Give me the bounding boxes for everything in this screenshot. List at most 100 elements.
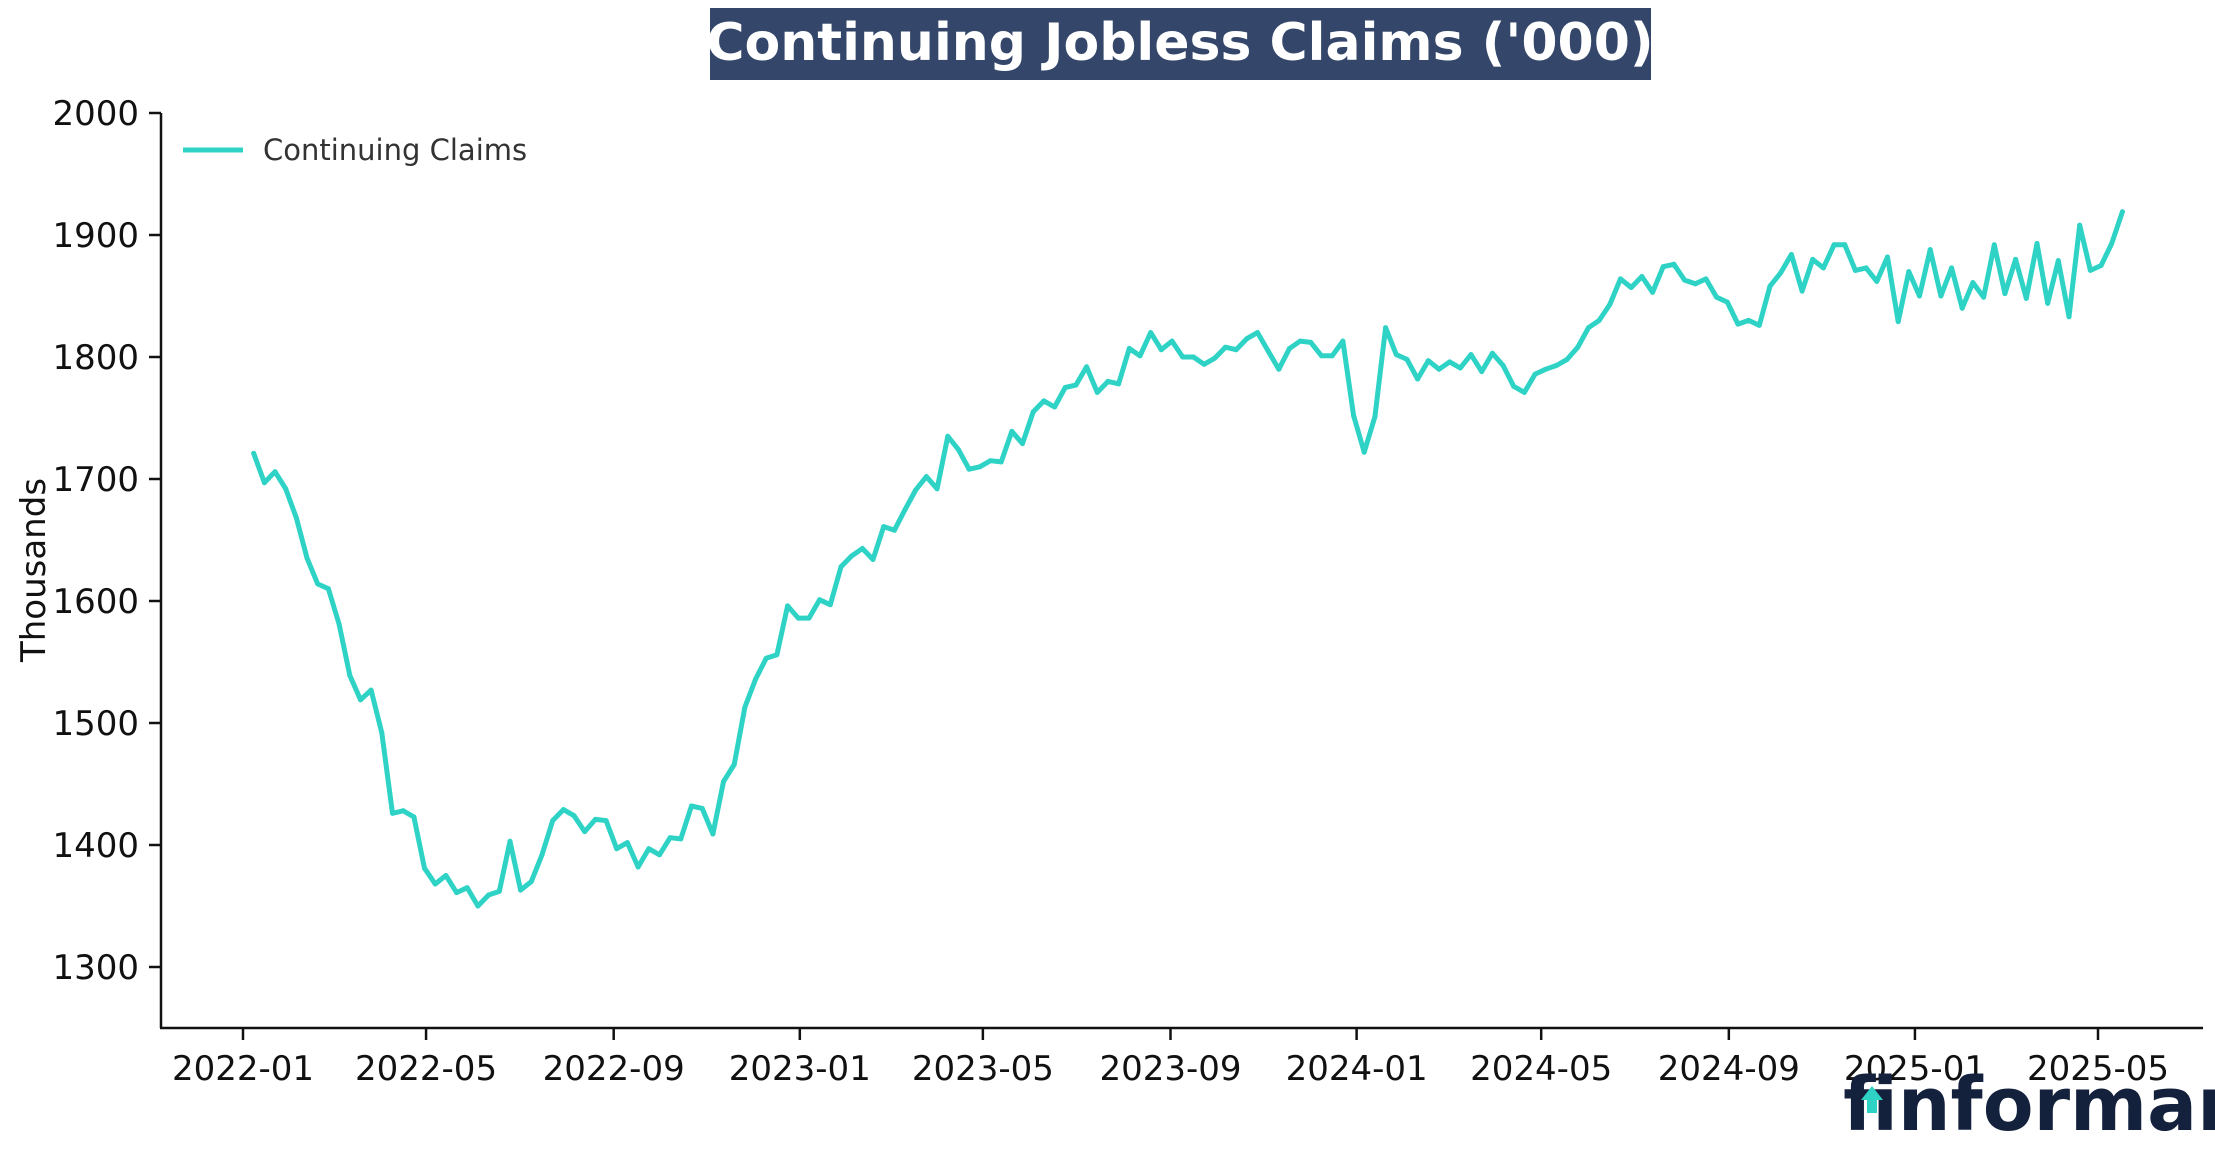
data-point bbox=[347, 672, 353, 678]
x-tick-label: 2023-05 bbox=[912, 1049, 1054, 1089]
data-point bbox=[721, 779, 726, 785]
y-tick-label: 1500 bbox=[52, 704, 139, 744]
data-point bbox=[699, 805, 705, 811]
data-point bbox=[1468, 352, 1474, 358]
data-point bbox=[774, 652, 780, 658]
data-point bbox=[1479, 369, 1485, 375]
data-point bbox=[1981, 294, 1987, 300]
data-point bbox=[2087, 267, 2093, 273]
data-point bbox=[1927, 247, 1933, 253]
data-point bbox=[1714, 294, 1720, 300]
chart-title-text: Continuing Jobless Claims ('000) bbox=[706, 13, 1653, 73]
data-point bbox=[1692, 281, 1698, 287]
data-point bbox=[1361, 449, 1367, 455]
finformant-logo: finformant bbox=[1843, 1062, 2215, 1148]
data-point bbox=[1393, 352, 1399, 358]
data-point bbox=[624, 840, 630, 846]
data-point bbox=[1073, 382, 1079, 388]
data-point bbox=[2119, 209, 2125, 215]
data-point bbox=[1094, 389, 1100, 395]
x-tick-label: 2024-09 bbox=[1658, 1049, 1800, 1089]
data-point bbox=[1842, 242, 1848, 248]
data-point bbox=[902, 507, 908, 512]
data-point bbox=[795, 615, 801, 621]
data-point bbox=[2023, 295, 2029, 301]
data-point bbox=[753, 676, 759, 682]
data-point bbox=[966, 466, 972, 472]
data-point bbox=[1863, 265, 1869, 271]
data-point bbox=[358, 697, 363, 703]
data-point bbox=[411, 814, 417, 820]
x-tick-label: 2024-01 bbox=[1286, 1049, 1428, 1089]
data-point bbox=[1457, 365, 1463, 371]
x-tick-label: 2022-01 bbox=[172, 1049, 314, 1089]
data-point bbox=[2055, 258, 2061, 264]
data-point bbox=[507, 838, 513, 844]
data-point bbox=[272, 469, 278, 475]
data-point bbox=[2066, 314, 2072, 320]
x-tick-label: 2025-01 bbox=[1844, 1049, 1986, 1089]
data-point bbox=[1084, 364, 1090, 370]
data-point bbox=[1735, 321, 1741, 327]
x-tick-label: 2022-09 bbox=[543, 1049, 685, 1089]
data-point bbox=[2109, 241, 2115, 246]
data-point bbox=[1767, 283, 1773, 289]
data-point bbox=[1436, 366, 1442, 372]
data-point bbox=[913, 487, 919, 493]
data-point bbox=[614, 846, 620, 852]
x-tick-label: 2022-05 bbox=[355, 1049, 497, 1089]
x-tick-label: 2023-09 bbox=[1099, 1049, 1241, 1089]
data-point bbox=[1489, 350, 1495, 356]
data-point bbox=[1222, 344, 1228, 350]
data-point bbox=[1212, 355, 1218, 361]
data-point bbox=[689, 803, 694, 809]
data-point bbox=[1949, 265, 1955, 271]
data-point bbox=[571, 813, 577, 819]
data-point bbox=[1340, 338, 1346, 344]
data-point bbox=[1521, 389, 1527, 395]
data-point bbox=[464, 885, 470, 891]
data-point bbox=[1500, 363, 1506, 368]
data-point bbox=[325, 586, 331, 592]
data-point bbox=[336, 621, 342, 627]
data-point bbox=[1553, 363, 1559, 368]
data-point bbox=[1564, 356, 1570, 362]
data-point bbox=[657, 852, 662, 858]
data-point bbox=[1126, 346, 1132, 351]
data-point bbox=[998, 459, 1004, 465]
y-tick-label: 1400 bbox=[52, 826, 139, 866]
data-point bbox=[988, 458, 993, 464]
data-point bbox=[635, 864, 641, 870]
series-layer bbox=[251, 209, 2125, 909]
data-point bbox=[1831, 242, 1837, 248]
data-point bbox=[1404, 356, 1410, 362]
x-ticks: 2022-01 2022-05 2022-09 2023-01 2023-05 2023-… bbox=[172, 1028, 2169, 1089]
data-point bbox=[849, 553, 855, 559]
data-point bbox=[1297, 338, 1303, 344]
data-point bbox=[881, 524, 887, 530]
data-point bbox=[1415, 376, 1421, 382]
data-point bbox=[1511, 383, 1517, 389]
data-point bbox=[1287, 346, 1292, 351]
y-tick-label: 1600 bbox=[52, 582, 139, 622]
data-point bbox=[1009, 428, 1015, 434]
data-point bbox=[838, 564, 844, 570]
data-point bbox=[1788, 252, 1794, 257]
data-point bbox=[283, 486, 289, 492]
data-point bbox=[454, 890, 460, 896]
data-point bbox=[1255, 330, 1260, 336]
data-point bbox=[956, 447, 961, 453]
data-point bbox=[1062, 385, 1068, 390]
y-tick-label: 1800 bbox=[52, 338, 139, 378]
data-point bbox=[891, 527, 897, 533]
data-point bbox=[2077, 222, 2083, 228]
data-point bbox=[1201, 361, 1207, 367]
data-point bbox=[539, 852, 545, 858]
data-point bbox=[592, 816, 598, 822]
data-point bbox=[1991, 242, 1997, 248]
data-point bbox=[1724, 299, 1730, 305]
data-point bbox=[390, 810, 395, 816]
data-point bbox=[1586, 325, 1591, 331]
data-point bbox=[1650, 289, 1656, 295]
data-point bbox=[1970, 280, 1976, 286]
